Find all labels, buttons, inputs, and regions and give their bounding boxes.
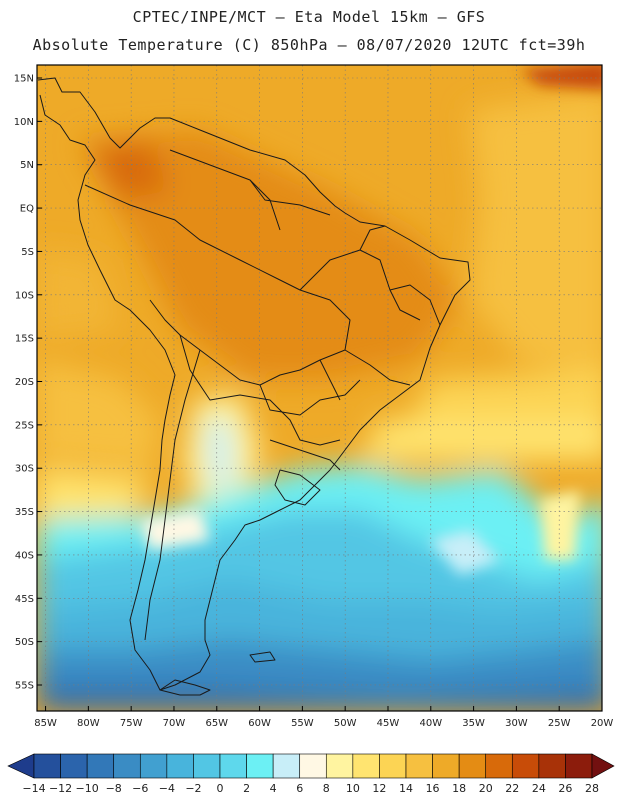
colorbar-label: 18 bbox=[452, 782, 466, 795]
colorbar-swatch bbox=[458, 753, 487, 779]
temperature-field bbox=[37, 65, 602, 711]
colorbar-label: 16 bbox=[426, 782, 440, 795]
colorbar-swatch bbox=[485, 753, 513, 779]
lat-label: 50S bbox=[15, 637, 34, 648]
colorbar-swatch bbox=[405, 753, 433, 779]
map-frame bbox=[36, 64, 603, 712]
lon-label: 45W bbox=[377, 718, 400, 729]
lat-label: 25S bbox=[15, 420, 34, 431]
colorbar bbox=[7, 753, 615, 779]
lat-label: 35S bbox=[15, 507, 34, 518]
lat-label: 5N bbox=[20, 160, 34, 171]
longitude-ticks bbox=[45, 706, 603, 711]
colorbar-swatch bbox=[139, 753, 168, 779]
lon-label: 35W bbox=[462, 718, 485, 729]
colorbar-label: −4 bbox=[159, 782, 175, 795]
lat-label: 15S bbox=[15, 334, 34, 345]
lon-label: 25W bbox=[548, 718, 571, 729]
colorbar-swatch bbox=[246, 753, 274, 779]
colorbar-swatch bbox=[325, 753, 354, 779]
colorbar-max-arrow bbox=[591, 753, 615, 779]
colorbar-swatch bbox=[193, 753, 221, 779]
lat-label: 40S bbox=[15, 550, 34, 561]
colorbar-swatch bbox=[299, 753, 327, 779]
lat-label: 15N bbox=[14, 74, 34, 85]
colorbar-label: 6 bbox=[296, 782, 303, 795]
colorbar-swatch bbox=[166, 753, 194, 779]
latitude-labels: 15N 10N 5N EQ 5S 10S 15S 20S 25S 30S 35S 40S 45S 50S 5… bbox=[14, 74, 34, 692]
title-line-2: Absolute Temperature (C) 850hPa – 08/07/… bbox=[32, 36, 586, 54]
colorbar-swatch bbox=[511, 753, 540, 779]
colorbar-label: 12 bbox=[372, 782, 386, 795]
colorbar-swatch bbox=[86, 753, 115, 779]
colorbar-label: 4 bbox=[270, 782, 277, 795]
colorbar-swatch bbox=[379, 753, 407, 779]
lon-label: 30W bbox=[505, 718, 528, 729]
colorbar-label: 22 bbox=[505, 782, 519, 795]
colorbar-label: 26 bbox=[558, 782, 572, 795]
colorbar-min-arrow bbox=[7, 753, 35, 779]
lon-label: 55W bbox=[291, 718, 314, 729]
colorbar-label: 28 bbox=[585, 782, 599, 795]
colorbar-label: 2 bbox=[243, 782, 250, 795]
colorbar-label: 0 bbox=[217, 782, 224, 795]
lon-label: 40W bbox=[419, 718, 442, 729]
lat-label: 10S bbox=[15, 290, 34, 301]
lon-label: 75W bbox=[120, 718, 143, 729]
colorbar-swatch bbox=[113, 753, 141, 779]
colorbar-swatch bbox=[432, 753, 460, 779]
lon-label: 50W bbox=[334, 718, 357, 729]
colorbar-label: 14 bbox=[399, 782, 413, 795]
colorbar-swatch bbox=[219, 753, 247, 779]
colorbar-label: −8 bbox=[106, 782, 122, 795]
colorbar-swatch bbox=[272, 753, 301, 779]
coastline bbox=[37, 77, 471, 696]
lat-label: 55S bbox=[15, 680, 34, 691]
colorbar-swatch bbox=[538, 753, 566, 779]
lon-label: 80W bbox=[77, 718, 100, 729]
colorbar-label: 10 bbox=[346, 782, 360, 795]
colorbar-swatch bbox=[565, 753, 593, 779]
colorbar-labels: −14 −12 −10 −8 −6 −4 −2 0 2 4 6 8 10 12 14 16 18 20 22 24 26… bbox=[22, 782, 599, 795]
lat-label: 45S bbox=[15, 594, 34, 605]
lat-label: 5S bbox=[21, 247, 34, 258]
title-line-1: CPTEC/INPE/MCT – Eta Model 15km – GFS bbox=[132, 8, 486, 26]
lon-label: 70W bbox=[163, 718, 186, 729]
colorbar-label: −12 bbox=[49, 782, 72, 795]
colorbar-swatch bbox=[352, 753, 380, 779]
colorbar-label: −2 bbox=[185, 782, 201, 795]
colorbar-label: −14 bbox=[22, 782, 45, 795]
lat-label: EQ bbox=[20, 204, 34, 215]
lon-label: 20W bbox=[591, 718, 614, 729]
lon-label: 60W bbox=[248, 718, 271, 729]
colorbar-label: −6 bbox=[132, 782, 148, 795]
longitude-labels: 85W 80W 75W 70W 65W 60W 55W 50W 45W 40W 35W 30W 25W 2… bbox=[34, 718, 613, 729]
colorbar-swatch bbox=[33, 753, 61, 779]
colorbar-label: 8 bbox=[323, 782, 330, 795]
lat-label: 10N bbox=[14, 117, 34, 128]
latitude-ticks bbox=[37, 77, 42, 686]
lat-label: 30S bbox=[15, 464, 34, 475]
lat-label: 20S bbox=[15, 377, 34, 388]
colorbar-label: −10 bbox=[76, 782, 99, 795]
colorbar-swatch bbox=[60, 753, 88, 779]
lon-label: 65W bbox=[205, 718, 228, 729]
lon-label: 85W bbox=[34, 718, 57, 729]
colorbar-label: 24 bbox=[532, 782, 546, 795]
colorbar-label: 20 bbox=[479, 782, 493, 795]
